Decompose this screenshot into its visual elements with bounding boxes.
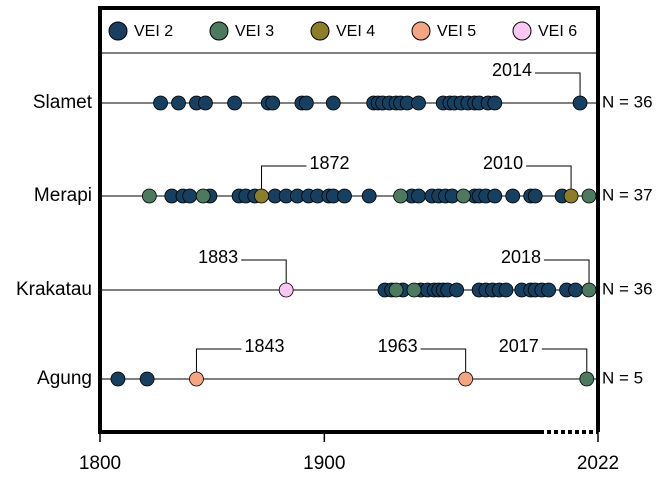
annotation-label: 2018 (501, 247, 541, 267)
eruption-point (527, 188, 543, 204)
legend-marker (108, 21, 128, 41)
leader-line (261, 165, 307, 196)
eruption-point (393, 188, 408, 204)
leader-line (526, 165, 572, 196)
legend-marker (310, 21, 330, 41)
legend-label: VEI 3 (235, 23, 274, 40)
eruption-point (182, 188, 198, 204)
eruption-point (579, 371, 595, 387)
leader-line (195, 348, 242, 379)
legend-label: VEI 6 (538, 23, 577, 40)
count-label: N = 37 (602, 185, 653, 204)
eruption-point (487, 95, 503, 111)
eruption-point (572, 95, 588, 111)
eruption-point (265, 95, 281, 111)
eruption-point (487, 188, 503, 204)
eruption-point (278, 282, 294, 298)
eruption-point (361, 188, 377, 204)
x-tick-label: 2022 (577, 453, 619, 474)
legend-label: VEI 5 (437, 23, 476, 40)
eruption-point (110, 371, 126, 387)
leader-line (535, 72, 581, 103)
eruption-point (498, 282, 514, 298)
annotation-label: 2010 (483, 153, 523, 173)
leader-line (541, 348, 588, 379)
x-tick-label: 1800 (79, 453, 121, 474)
annotation-label: 1872 (310, 153, 350, 173)
leader-line (544, 259, 590, 290)
eruption-point (198, 95, 213, 111)
eruption-point (325, 95, 341, 111)
eruption-point (411, 95, 426, 111)
frame (98, 6, 600, 434)
eruption-point (456, 188, 471, 204)
eruption-point (139, 371, 155, 387)
eruption-point (141, 188, 157, 204)
row-label: Merapi (34, 185, 92, 206)
eruption-point (153, 95, 168, 111)
eruption-point (541, 282, 557, 298)
legend-label: VEI 4 (336, 23, 375, 40)
eruption-point (411, 188, 426, 204)
legend-label: VEI 2 (134, 23, 173, 40)
row-label: Agung (37, 368, 92, 389)
eruption-point (227, 95, 242, 111)
eruption-point (458, 371, 474, 387)
eruption-point (254, 188, 269, 204)
leader-line (241, 259, 287, 290)
legend-marker (512, 21, 532, 41)
eruption-point (406, 282, 422, 298)
legend-marker (411, 21, 431, 41)
annotation-label: 2014 (492, 60, 532, 80)
eruption-point (298, 95, 314, 111)
eruption-point (171, 95, 186, 111)
row-label: Slamet (33, 92, 93, 113)
annotation-label: 1883 (198, 247, 238, 267)
eruption-point (449, 282, 465, 298)
count-label: N = 36 (602, 92, 653, 111)
eruption-point (189, 371, 204, 387)
eruption-point (568, 282, 583, 298)
eruption-point (581, 188, 597, 204)
eruption-point (581, 282, 597, 298)
annotation-label: 2017 (499, 336, 539, 356)
eruption-point (337, 188, 352, 204)
row-label: Krakatau (16, 279, 92, 300)
eruption-point (388, 282, 404, 298)
x-tick-label: 1900 (303, 453, 345, 474)
eruption-point (195, 188, 211, 204)
annotation-label: 1843 (244, 336, 284, 356)
annotation-label: 1963 (378, 336, 418, 356)
eruption-point (563, 188, 579, 204)
legend-marker (209, 21, 229, 41)
eruption-point (505, 188, 521, 204)
count-label: N = 36 (602, 279, 653, 298)
leader-line (420, 348, 467, 379)
count-label: N = 5 (602, 368, 643, 387)
